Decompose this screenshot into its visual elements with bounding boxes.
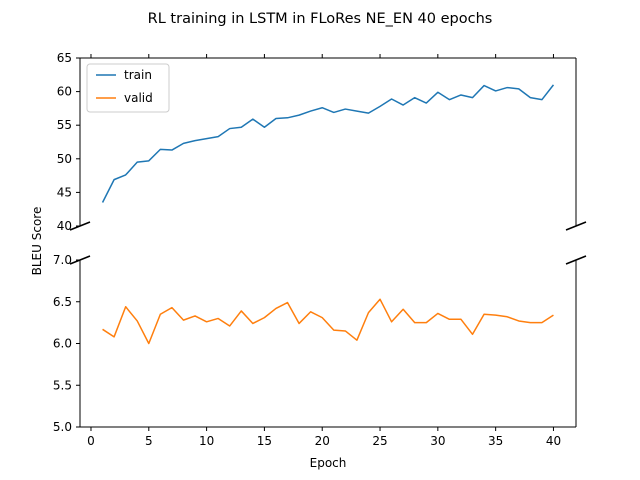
x-tick-label: 5 [145, 434, 153, 448]
y-axis-label: BLEU Score [30, 207, 44, 276]
x-tick-label: 25 [372, 434, 387, 448]
bottom-y-tick-label: 5.0 [53, 420, 72, 434]
top-y-tick-label: 65 [57, 51, 72, 65]
bottom-y-tick-label: 6.0 [53, 337, 72, 351]
top-y-tick-label: 45 [57, 185, 72, 199]
top-y-tick-label: 50 [57, 152, 72, 166]
series-line-valid [102, 298, 554, 345]
axis-break-marks [69, 221, 587, 265]
legend-train-label: train [124, 68, 152, 82]
x-tick-label: 10 [199, 434, 214, 448]
x-tick-label: 15 [257, 434, 272, 448]
x-tick-label: 40 [546, 434, 561, 448]
top-right-break-mark [565, 221, 587, 231]
legend: train valid [86, 63, 170, 113]
x-axis-label: Epoch [310, 456, 347, 470]
top-panel: 40 45 50 55 60 65 [57, 51, 577, 233]
top-y-tick-label: 60 [57, 85, 72, 99]
x-tick-label: 35 [488, 434, 503, 448]
bottom-panel: 5.0 5.5 6.0 6.5 7.0 0 5 10 15 20 25 30 35 40 [53, 253, 577, 448]
series-line-train [101, 84, 555, 203]
bottom-y-tick-label: 7.0 [53, 253, 72, 267]
top-y-tick-label: 55 [57, 118, 72, 132]
top-y-tick-label: 40 [57, 219, 72, 233]
x-tick-label: 0 [87, 434, 95, 448]
legend-frame [86, 63, 170, 113]
bottom-left-break-mark [69, 255, 91, 265]
bottom-y-tick-label: 5.5 [53, 378, 72, 392]
chart-title: RL training in LSTM in FLoRes NE_EN 40 e… [148, 11, 493, 27]
x-tick-label: 20 [315, 434, 330, 448]
bottom-y-tick-label: 6.5 [53, 295, 72, 309]
top-left-break-mark [69, 221, 91, 231]
x-tick-label: 30 [430, 434, 445, 448]
legend-valid-label: valid [124, 91, 153, 105]
bottom-right-break-mark [565, 255, 587, 265]
